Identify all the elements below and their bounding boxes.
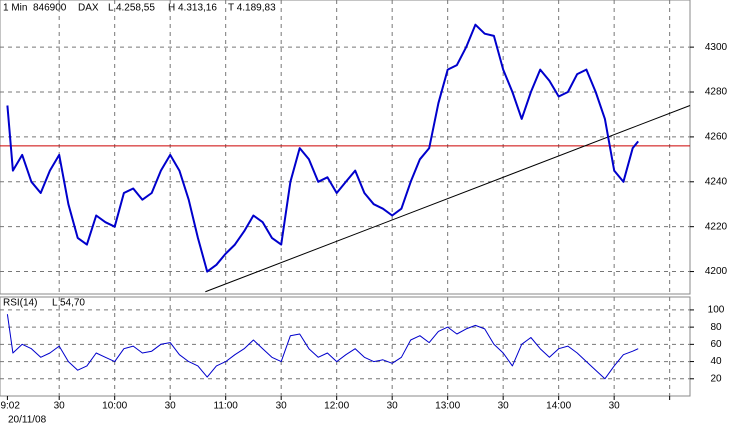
x-tick-label: 30 [609, 401, 621, 412]
y-tick-label: 4200 [705, 266, 728, 277]
x-tick-label: 30 [54, 401, 66, 412]
y-tick-label: 40 [710, 356, 722, 367]
legend-text: RSI(14) [3, 298, 37, 309]
y-tick-label: 20 [710, 373, 722, 384]
x-tick-label: 30 [165, 401, 177, 412]
y-tick-label: 60 [710, 339, 722, 350]
y-tick-label: 4260 [705, 132, 728, 143]
rsi-line [6, 314, 639, 380]
x-tick-label: 12:00 [324, 401, 349, 412]
date-label: 20/11/08 [8, 415, 47, 426]
y-tick-label: 4300 [705, 42, 728, 53]
header-text: L 4.258,55 [108, 3, 155, 14]
price-panel [0, 0, 691, 295]
header-text: H 4.313,16 [168, 3, 217, 14]
header-text: 1 Min [3, 3, 27, 14]
header-text: DAX [78, 3, 99, 14]
x-tick-label: 30 [387, 401, 399, 412]
x-tick-label: 11:00 [214, 401, 239, 412]
y-tick-label: 100 [708, 305, 725, 316]
y-tick-label: 4280 [705, 87, 728, 98]
x-tick-label: 14:00 [546, 401, 571, 412]
x-tick-label: 09:02 [0, 401, 20, 412]
rsi-panel [0, 296, 691, 397]
x-tick-label: 30 [498, 401, 510, 412]
price-line [6, 23, 639, 273]
header-text: T 4.189,83 [228, 3, 276, 14]
y-tick-label: 4220 [705, 221, 728, 232]
y-tick-label: 80 [710, 322, 722, 333]
x-tick-label: 13:00 [435, 401, 460, 412]
legend-text: L 54,70 [52, 298, 85, 309]
x-tick-label: 30 [276, 401, 288, 412]
y-tick-label: 4240 [705, 176, 728, 187]
trend-line [205, 105, 691, 293]
header-text: 846900 [33, 3, 67, 14]
x-tick-label: 10:00 [102, 401, 127, 412]
